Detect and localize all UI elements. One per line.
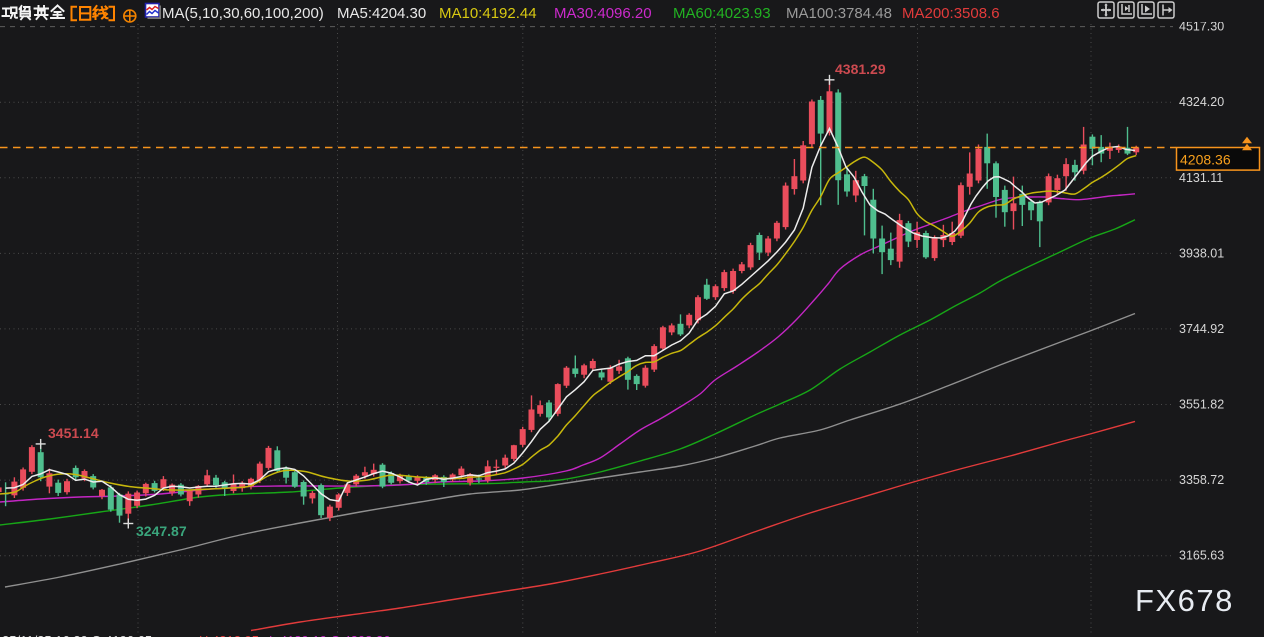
svg-text:MA200:3508.6: MA200:3508.6 xyxy=(902,5,1000,22)
svg-text:25/11/25 16:30 O:4196.65: 25/11/25 16:30 O:4196.65 xyxy=(2,633,152,637)
svg-text:3358.72: 3358.72 xyxy=(1179,473,1224,487)
svg-text:3451.14: 3451.14 xyxy=(48,425,99,441)
svg-text:MA100:3784.48: MA100:3784.48 xyxy=(786,5,892,22)
svg-text:4517.30: 4517.30 xyxy=(1179,20,1224,34)
svg-text:3938.01: 3938.01 xyxy=(1179,246,1224,260)
svg-text:4381.29: 4381.29 xyxy=(835,61,886,77)
svg-text:3551.82: 3551.82 xyxy=(1179,398,1224,412)
svg-text:3165.63: 3165.63 xyxy=(1179,549,1224,563)
svg-text:3744.92: 3744.92 xyxy=(1179,322,1224,336)
svg-text:4208.36: 4208.36 xyxy=(1180,151,1231,167)
svg-text:H:4212.95: H:4212.95 xyxy=(199,633,259,637)
svg-text:MA30:4096.20: MA30:4096.20 xyxy=(554,5,652,22)
svg-text:FX678: FX678 xyxy=(1135,583,1234,618)
svg-text:MA10:4192.44: MA10:4192.44 xyxy=(439,5,537,22)
svg-text:L:4189.10 C:4208.36: L:4189.10 C:4208.36 xyxy=(269,633,390,637)
svg-text:MA5:4204.30: MA5:4204.30 xyxy=(337,5,426,22)
svg-text:MA60:4023.93: MA60:4023.93 xyxy=(673,5,771,22)
svg-text:MA(5,10,30,60,100,200): MA(5,10,30,60,100,200) xyxy=(162,5,324,22)
svg-text:3247.87: 3247.87 xyxy=(136,523,187,539)
svg-text:4131.11: 4131.11 xyxy=(1179,171,1223,185)
svg-text:4324.20: 4324.20 xyxy=(1179,95,1224,109)
